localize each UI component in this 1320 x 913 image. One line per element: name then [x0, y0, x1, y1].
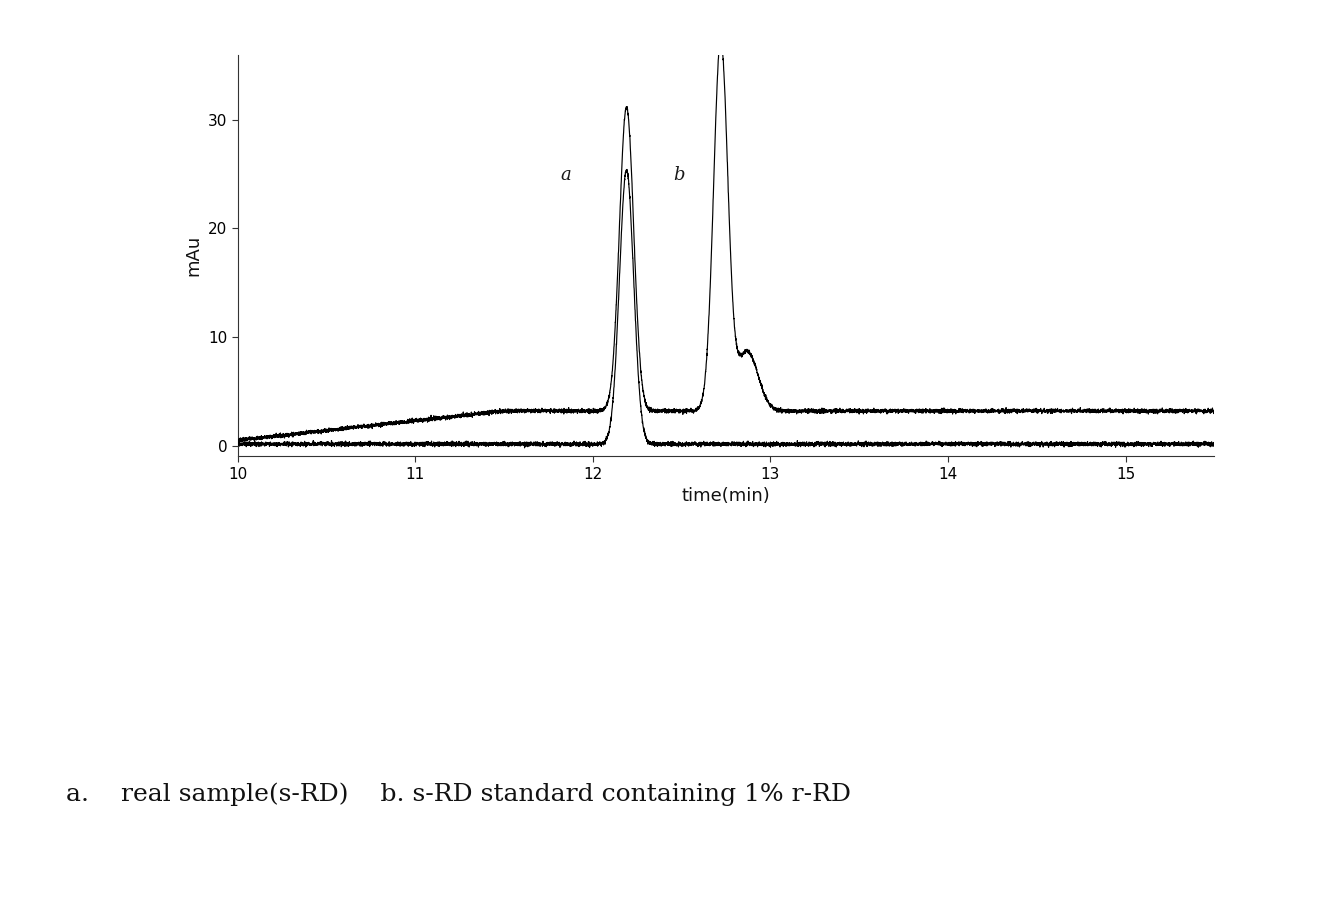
- Text: a: a: [561, 165, 572, 184]
- X-axis label: time(min): time(min): [681, 488, 771, 506]
- Y-axis label: mAu: mAu: [185, 235, 202, 277]
- Text: b: b: [673, 165, 684, 184]
- Text: a.    real sample(s-RD)    b. s-RD standard containing 1% r-RD: a. real sample(s-RD) b. s-RD standard co…: [66, 782, 851, 806]
